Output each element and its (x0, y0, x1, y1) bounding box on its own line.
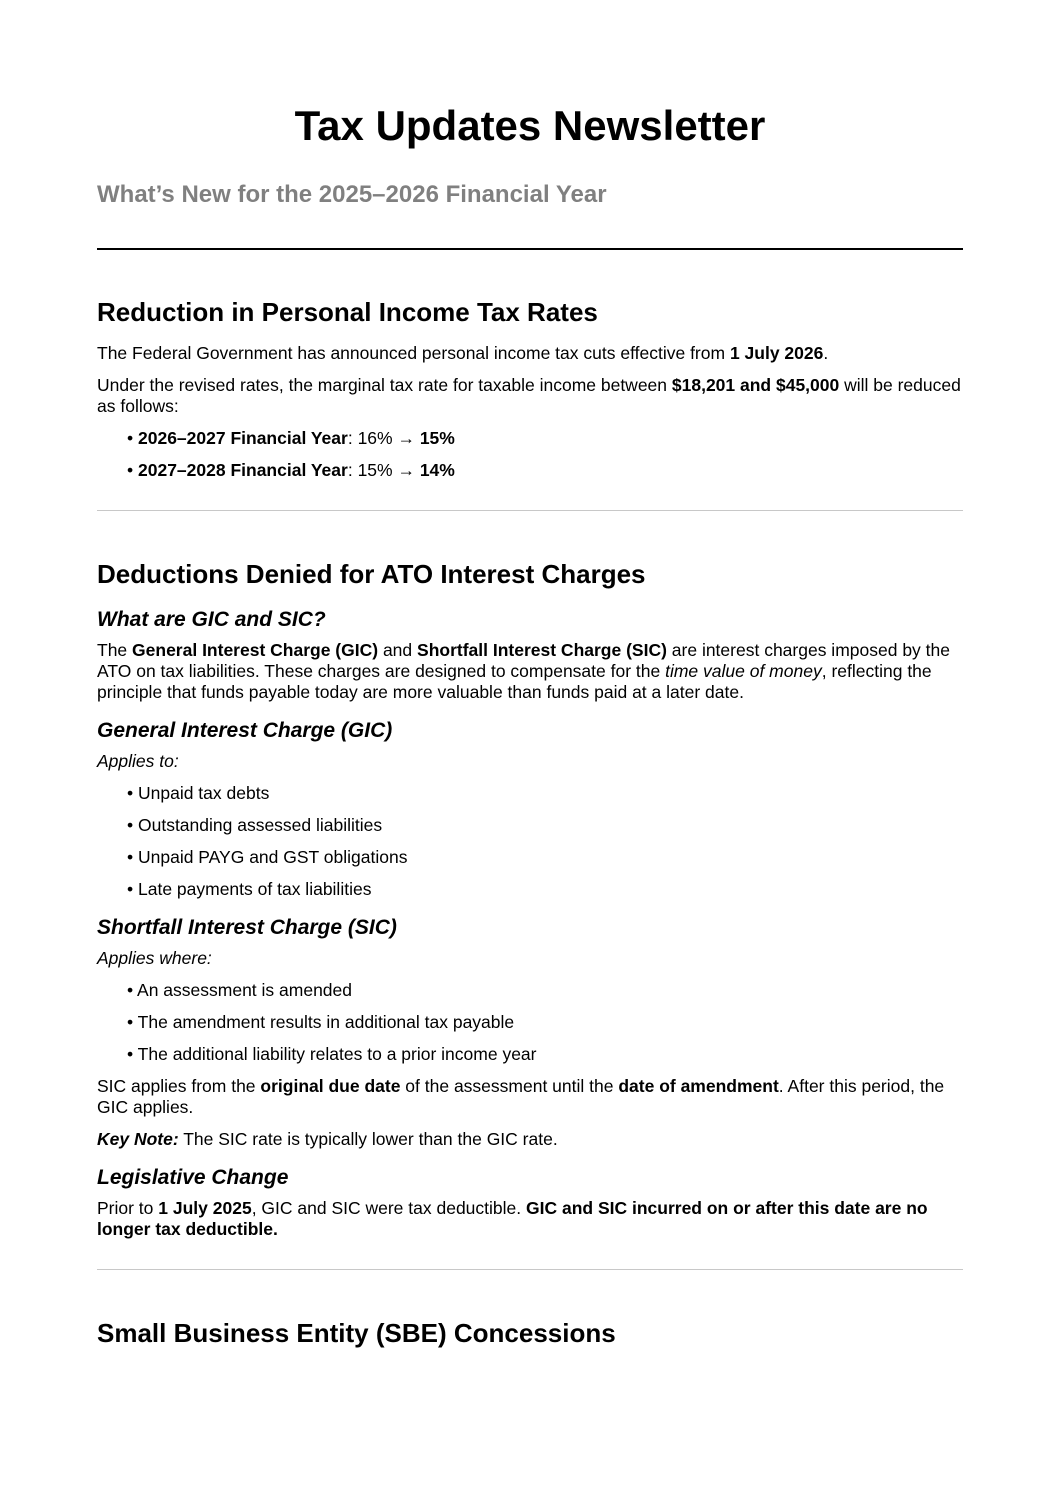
paragraph: Applies where: (97, 948, 963, 969)
text-run: General Interest Charge (GIC) (132, 640, 379, 660)
list-item: • An assessment is amended (127, 980, 963, 1001)
text-run: $18,201 and $45,000 (671, 375, 840, 395)
text-run: • Outstanding assessed liabilities (127, 815, 383, 835)
text-run: of the assessment until the (400, 1076, 619, 1096)
page-subtitle: What’s New for the 2025–2026 Financial Y… (97, 181, 607, 208)
list-item: • 2026–2027 Financial Year: 16% → 15% (127, 428, 963, 449)
text-run: 2027–2028 Financial Year (138, 460, 348, 480)
section-divider (97, 1269, 963, 1270)
list-item: • Late payments of tax liabilities (127, 879, 963, 900)
text-run: Key Note: (97, 1129, 179, 1149)
section-heading: Deductions Denied for ATO Interest Charg… (97, 559, 646, 589)
section: Reduction in Personal Income Tax Rates Th… (97, 296, 963, 481)
text-run: • Unpaid PAYG and GST obligations (127, 847, 408, 867)
text-run: : 16% → (347, 428, 420, 448)
section-heading: Reduction in Personal Income Tax Rates (97, 297, 598, 327)
paragraph: The General Interest Charge (GIC) and Sh… (97, 640, 963, 703)
paragraph: The Federal Government has announced per… (97, 343, 963, 364)
list-item: • Unpaid tax debts (127, 783, 963, 804)
text-run: The (97, 640, 133, 660)
section-heading: Small Business Entity (SBE) Concessions (97, 1318, 616, 1348)
subsection-heading: Shortfall Interest Charge (SIC) (97, 916, 397, 939)
text-run: and (378, 640, 418, 660)
text-run: 1 July 2025 (158, 1198, 252, 1218)
text-run: original due date (260, 1076, 401, 1096)
text-run: • Late payments of tax liabilities (127, 879, 372, 899)
list-item: • The additional liability relates to a … (127, 1044, 963, 1065)
text-run: Applies to: (97, 751, 179, 771)
text-run: . After this period, the GIC applies. (97, 1076, 945, 1117)
paragraph: Prior to 1 July 2025, GIC and SIC were t… (97, 1198, 963, 1240)
text-run: 1 July 2026 (729, 343, 824, 363)
subsection-heading: General Interest Charge (GIC) (97, 719, 393, 742)
text-run: date of amendment (618, 1076, 779, 1096)
sections-container: Reduction in Personal Income Tax Rates Th… (97, 296, 963, 1349)
list-item: • The amendment results in additional ta… (127, 1012, 963, 1033)
text-run: Prior to (97, 1198, 159, 1218)
text-run: • (127, 428, 138, 448)
text-run: • Unpaid tax debts (127, 783, 270, 803)
text-run: • An assessment is amended (127, 980, 352, 1000)
list-item: • Unpaid PAYG and GST obligations (127, 847, 963, 868)
section-divider (97, 510, 963, 511)
list-item: • Outstanding assessed liabilities (127, 815, 963, 836)
text-run: , GIC and SIC were tax deductible. (251, 1198, 526, 1218)
text-run: are interest charges imposed by the ATO … (97, 640, 950, 681)
text-run: GIC and SIC incurred on or after this da… (97, 1198, 928, 1239)
bullet-list: • 2026–2027 Financial Year: 16% → 15% • 2… (97, 428, 963, 481)
subsection-heading: What are GIC and SIC? (97, 608, 326, 631)
text-run: Shortfall Interest Charge (SIC) (417, 640, 667, 660)
paragraph: Applies to: (97, 751, 963, 772)
paragraph: SIC applies from the original due date o… (97, 1076, 963, 1118)
paragraph: Key Note: The SIC rate is typically lowe… (97, 1129, 963, 1150)
text-run: Applies where: (97, 948, 212, 968)
paragraph: Under the revised rates, the marginal ta… (97, 375, 963, 417)
section: Small Business Entity (SBE) Concessions (97, 1269, 963, 1349)
text-run: • The additional liability relates to a … (127, 1044, 537, 1064)
page-title: Tax Updates Newsletter (294, 102, 766, 149)
bullet-list: • An assessment is amended • The amendmen… (97, 980, 963, 1065)
text-run: • (127, 460, 138, 480)
bullet-list: • Unpaid tax debts • Outstanding assessed… (97, 783, 963, 900)
subsection-heading: Legislative Change (97, 1166, 289, 1189)
text-run: 14% (419, 460, 455, 480)
list-item: • 2027–2028 Financial Year: 15% → 14% (127, 460, 963, 481)
text-run: The Federal Government has announced per… (97, 343, 730, 363)
text-run: , reflecting the principle that funds pa… (97, 661, 932, 702)
section: Deductions Denied for ATO Interest Charg… (97, 510, 963, 1240)
text-run: 15% (419, 428, 455, 448)
text-run: : 15% → (347, 460, 420, 480)
text-run: will be reduced as follows: (97, 375, 961, 416)
text-run: SIC applies from the (97, 1076, 261, 1096)
newsletter-page: Tax Updates Newsletter What’s New for th… (97, 102, 963, 1349)
text-run: . (823, 343, 829, 363)
text-run: 2026–2027 Financial Year (138, 428, 348, 448)
text-run: Under the revised rates, the marginal ta… (97, 375, 672, 395)
text-run: The SIC rate is typically lower than the… (178, 1129, 558, 1149)
text-run: • The amendment results in additional ta… (127, 1012, 515, 1032)
header-divider (97, 248, 963, 250)
text-run: time value of money (665, 661, 822, 681)
